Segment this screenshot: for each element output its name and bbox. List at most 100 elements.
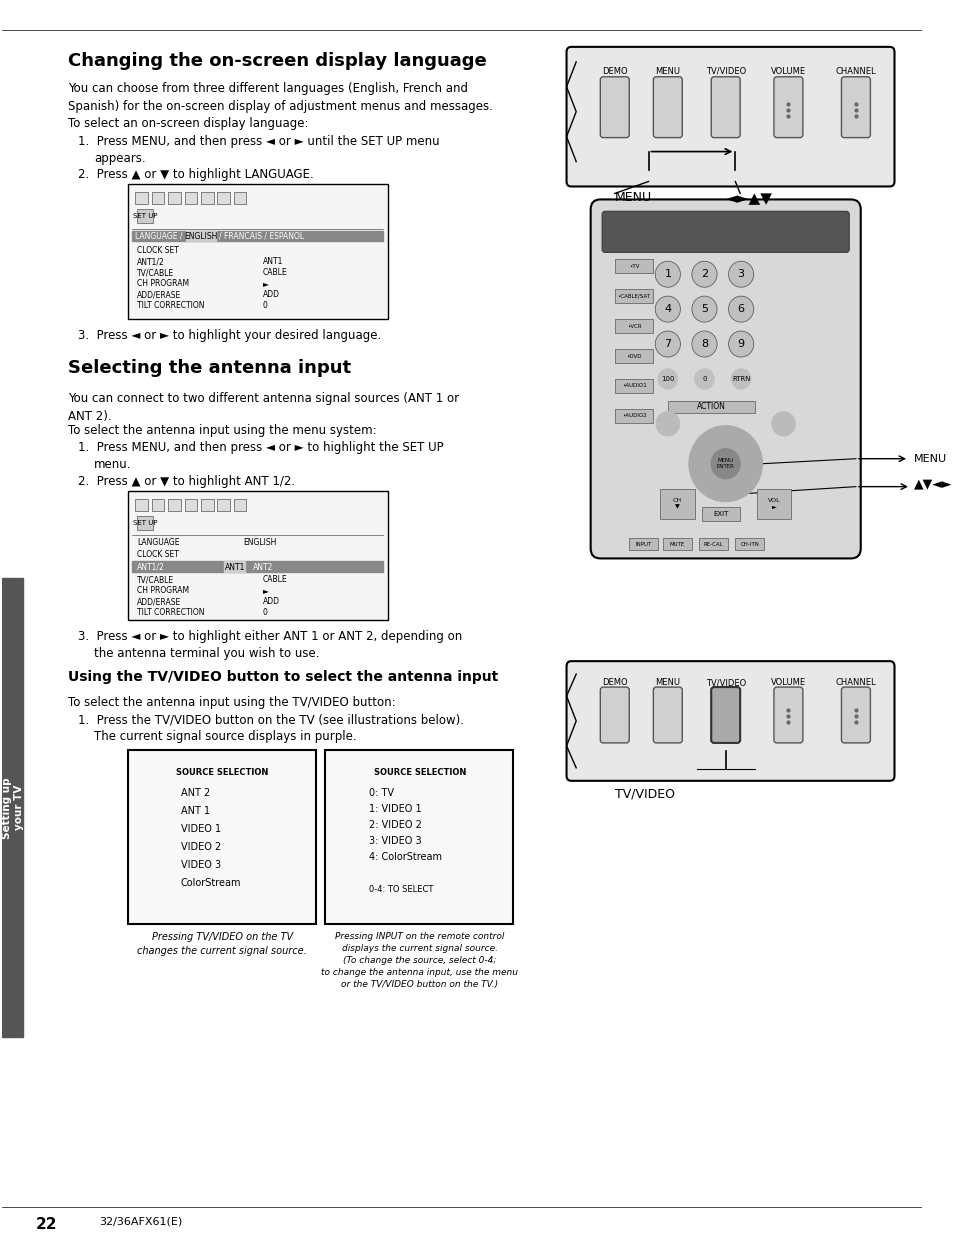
- FancyBboxPatch shape: [841, 77, 869, 137]
- Text: •AUDIO2: •AUDIO2: [621, 414, 646, 419]
- Bar: [667, 401, 754, 412]
- Bar: [184, 193, 197, 205]
- Text: Selecting the antenna input: Selecting the antenna input: [68, 359, 351, 377]
- Text: ANT1: ANT1: [262, 257, 283, 267]
- Text: the antenna terminal you wish to use.: the antenna terminal you wish to use.: [93, 647, 319, 661]
- FancyBboxPatch shape: [566, 661, 894, 781]
- Text: SET UP: SET UP: [132, 214, 157, 220]
- Text: Using the TV/VIDEO button to select the antenna input: Using the TV/VIDEO button to select the …: [68, 671, 497, 684]
- FancyBboxPatch shape: [566, 47, 894, 186]
- FancyBboxPatch shape: [841, 687, 869, 743]
- Text: ANT 2: ANT 2: [180, 788, 210, 798]
- Text: ENGLISH: ENGLISH: [243, 538, 276, 547]
- Bar: [756, 489, 790, 519]
- Text: 5: 5: [700, 304, 707, 314]
- Text: ◄►▲▼: ◄►▲▼: [725, 191, 772, 206]
- Text: The current signal source displays in purple.: The current signal source displays in pu…: [93, 730, 356, 743]
- Bar: [135, 499, 148, 510]
- Text: 4: 4: [663, 304, 671, 314]
- Bar: [132, 231, 383, 241]
- FancyBboxPatch shape: [590, 199, 860, 558]
- Text: MENU: MENU: [655, 67, 679, 75]
- Text: SOURCE SELECTION: SOURCE SELECTION: [374, 768, 466, 777]
- Text: 3: VIDEO 3: 3: VIDEO 3: [369, 836, 421, 846]
- Text: You can choose from three different languages (English, French and
Spanish) for : You can choose from three different lang…: [68, 82, 492, 112]
- Bar: [168, 499, 180, 510]
- FancyBboxPatch shape: [653, 687, 681, 743]
- Text: Setting up
your TV: Setting up your TV: [2, 777, 24, 839]
- Text: 4: ColorStream: 4: ColorStream: [369, 852, 441, 862]
- Bar: [224, 562, 245, 572]
- Bar: [233, 499, 246, 510]
- Text: DEMO: DEMO: [601, 678, 627, 687]
- Text: ►: ►: [262, 587, 269, 595]
- Text: •CABLE/SAT: •CABLE/SAT: [617, 294, 650, 299]
- Text: MENU: MENU: [614, 191, 651, 205]
- Text: VOLUME: VOLUME: [770, 67, 805, 75]
- Text: 1: VIDEO 1: 1: VIDEO 1: [369, 804, 421, 814]
- Bar: [184, 499, 197, 510]
- FancyBboxPatch shape: [599, 77, 629, 137]
- Text: Pressing INPUT on the remote control
displays the current signal source.
(To cha: Pressing INPUT on the remote control dis…: [321, 932, 517, 988]
- Bar: [2, 578, 24, 1037]
- Text: CABLE: CABLE: [262, 268, 287, 277]
- Circle shape: [771, 411, 794, 436]
- Text: ANT1: ANT1: [224, 563, 245, 572]
- Circle shape: [688, 426, 761, 501]
- Text: •DVD: •DVD: [626, 353, 641, 358]
- Text: 8: 8: [700, 340, 707, 350]
- Text: TV/CABLE: TV/CABLE: [137, 576, 174, 584]
- Text: CLOCK SET: CLOCK SET: [137, 246, 179, 256]
- Text: CLOCK SET: CLOCK SET: [137, 551, 179, 559]
- Text: SOURCE SELECTION: SOURCE SELECTION: [175, 768, 268, 777]
- Text: MENU: MENU: [655, 678, 679, 687]
- Text: ▲▼◄►: ▲▼◄►: [913, 477, 951, 490]
- Text: 0: TV: 0: TV: [369, 788, 394, 798]
- Text: CH
▼: CH ▼: [672, 498, 681, 509]
- Bar: [662, 538, 691, 551]
- FancyBboxPatch shape: [653, 77, 681, 137]
- Text: ENGLISH: ENGLISH: [184, 232, 217, 241]
- Bar: [325, 750, 513, 925]
- Text: 1.  Press the TV/VIDEO button on the TV (see illustrations below).: 1. Press the TV/VIDEO button on the TV (…: [77, 713, 463, 726]
- Bar: [629, 538, 658, 551]
- FancyBboxPatch shape: [601, 211, 848, 252]
- Text: 2.  Press ▲ or ▼ to highlight ANT 1/2.: 2. Press ▲ or ▼ to highlight ANT 1/2.: [77, 474, 294, 488]
- Text: / FRANCAIS / ESPANOL: / FRANCAIS / ESPANOL: [219, 232, 304, 241]
- Text: CABLE: CABLE: [262, 576, 287, 584]
- Bar: [201, 499, 213, 510]
- Bar: [735, 538, 763, 551]
- Text: CHANNEL: CHANNEL: [835, 678, 875, 687]
- Text: VIDEO 3: VIDEO 3: [180, 860, 220, 869]
- Circle shape: [728, 331, 753, 357]
- Bar: [233, 193, 246, 205]
- Text: MENU: MENU: [913, 453, 946, 463]
- Bar: [128, 490, 388, 620]
- Text: ADD/ERASE: ADD/ERASE: [137, 290, 181, 299]
- Bar: [137, 515, 152, 530]
- Text: TV/CABLE: TV/CABLE: [137, 268, 174, 277]
- Bar: [137, 210, 152, 224]
- Text: VOLUME: VOLUME: [770, 678, 805, 687]
- Text: Pressing TV/VIDEO on the TV
changes the current signal source.: Pressing TV/VIDEO on the TV changes the …: [137, 932, 307, 956]
- FancyBboxPatch shape: [711, 77, 740, 137]
- Bar: [152, 193, 164, 205]
- Text: VIDEO 2: VIDEO 2: [180, 841, 221, 852]
- FancyBboxPatch shape: [773, 77, 802, 137]
- Bar: [614, 259, 653, 273]
- Text: 1.  Press MENU, and then press ◄ or ► to highlight the SET UP: 1. Press MENU, and then press ◄ or ► to …: [77, 441, 443, 453]
- Text: RE-CAL: RE-CAL: [702, 542, 722, 547]
- Bar: [185, 231, 216, 241]
- Bar: [700, 506, 740, 520]
- Text: •AUDIO1: •AUDIO1: [621, 383, 646, 389]
- Circle shape: [711, 448, 740, 479]
- Text: To select an on-screen display language:: To select an on-screen display language:: [68, 116, 308, 130]
- Text: 2: VIDEO 2: 2: VIDEO 2: [369, 820, 421, 830]
- Bar: [614, 289, 653, 303]
- Text: menu.: menu.: [93, 458, 132, 471]
- Text: TILT CORRECTION: TILT CORRECTION: [137, 301, 205, 310]
- Circle shape: [694, 369, 714, 389]
- Text: ANT 1: ANT 1: [180, 805, 210, 816]
- Text: To select the antenna input using the menu system:: To select the antenna input using the me…: [68, 424, 376, 437]
- Text: 2.  Press ▲ or ▼ to highlight LANGUAGE.: 2. Press ▲ or ▼ to highlight LANGUAGE.: [77, 168, 313, 180]
